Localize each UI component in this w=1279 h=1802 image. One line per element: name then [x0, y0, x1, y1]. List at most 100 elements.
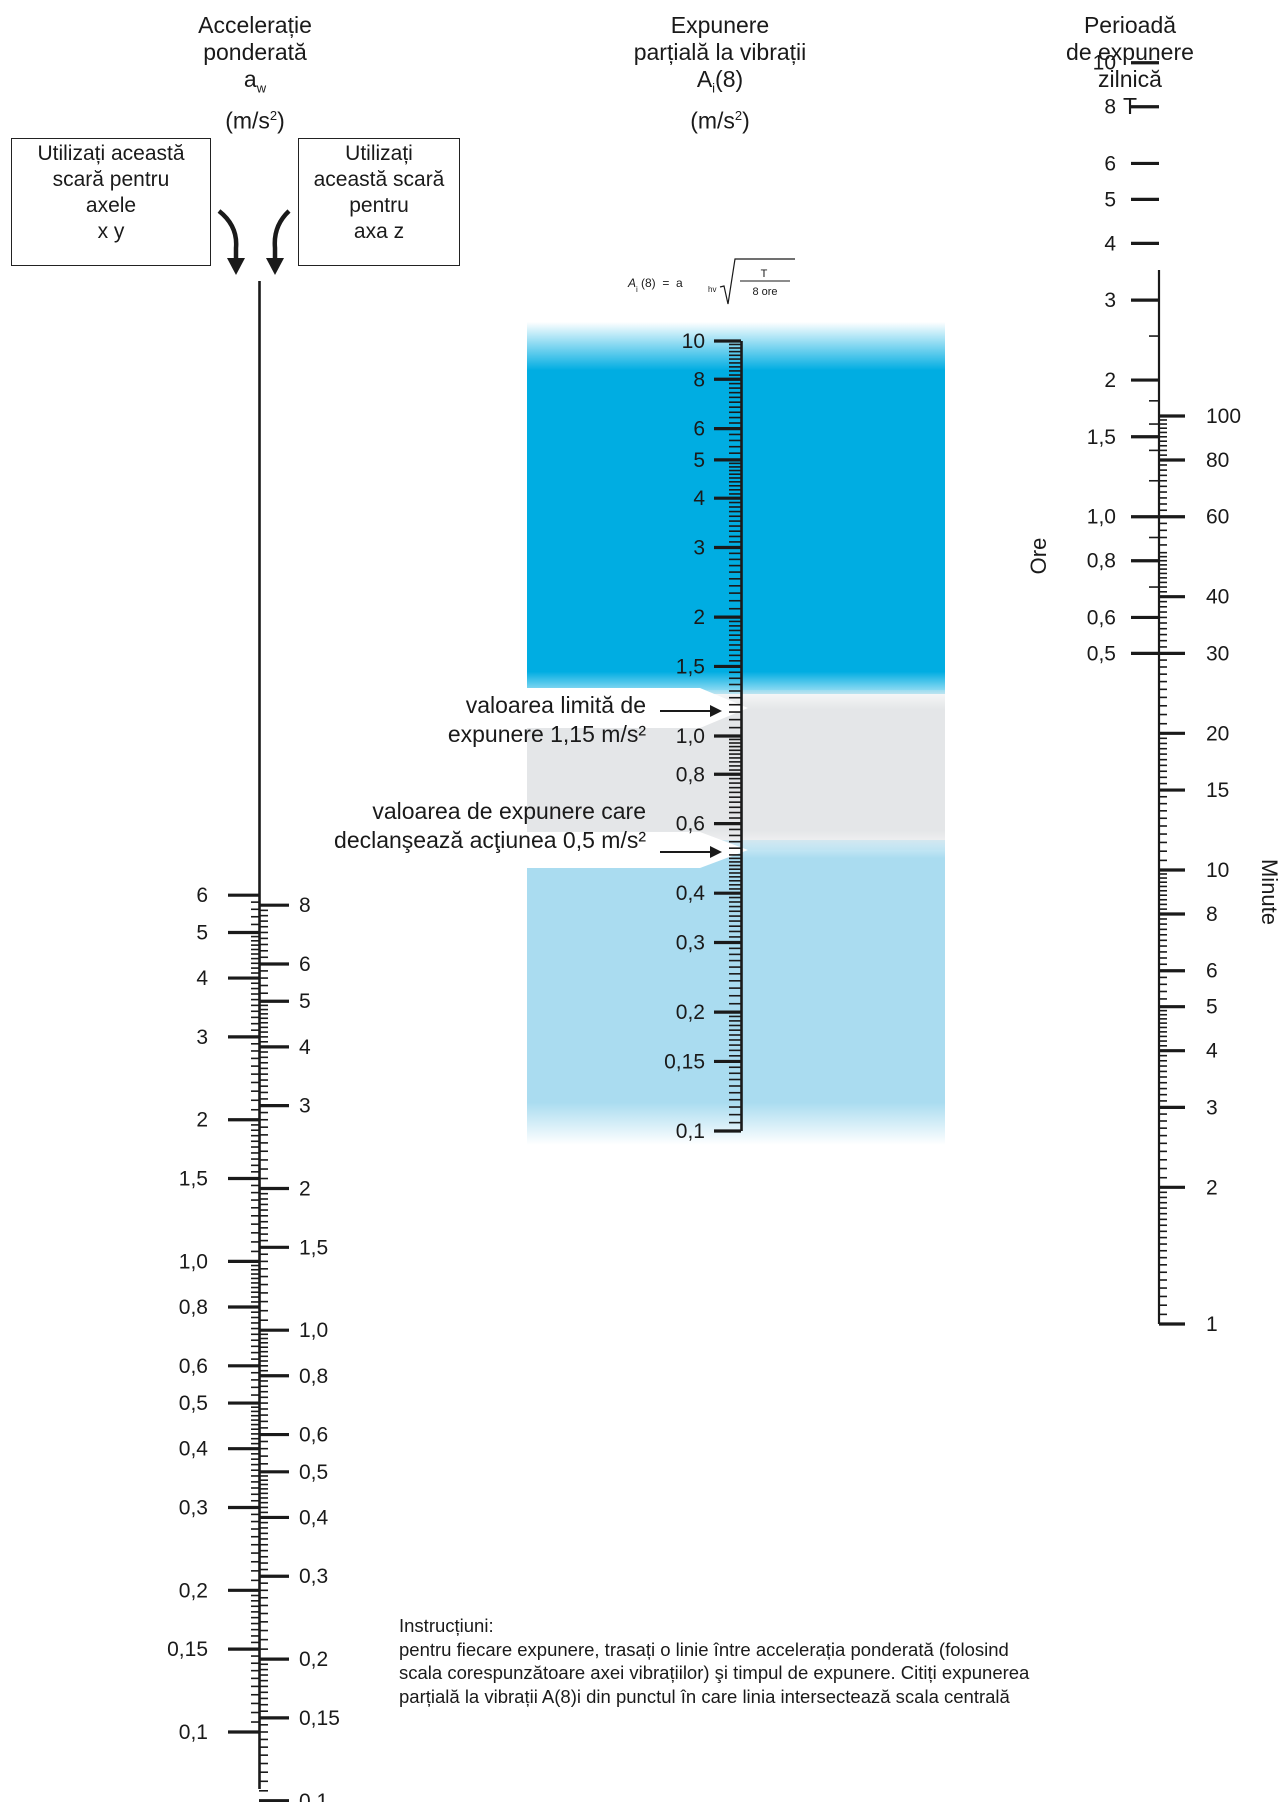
- minutes-tick-label: 8: [1206, 903, 1218, 926]
- z-tick-label: 6: [299, 953, 311, 976]
- left-unit: (m/s2): [225, 107, 285, 134]
- limit-line-2: expunere 1,15 m/s²: [447, 721, 646, 747]
- a8-tick-label: 0,1: [676, 1120, 705, 1143]
- hours-tick-label: 0,6: [1087, 606, 1116, 629]
- xy-tick-label: 3: [196, 1026, 208, 1049]
- action-line-1: valoarea de expunere care: [372, 798, 646, 824]
- formula-num: T: [761, 268, 768, 280]
- xy-tick-label: 0,15: [167, 1638, 208, 1661]
- middle-unit: (m/s2): [690, 107, 750, 134]
- left-title-line-1: Accelerație: [198, 12, 312, 38]
- a8-tick-label: 4: [693, 487, 705, 510]
- right-scale-header: Perioadă de expunere zilnică T: [1030, 12, 1230, 120]
- z-box-arrowhead: [266, 258, 284, 275]
- limit-arrowhead: [710, 705, 722, 717]
- xy-tick-label: 4: [196, 967, 208, 990]
- hours-label: Ore: [1026, 538, 1051, 575]
- a8-tick-label: 0,6: [676, 813, 705, 836]
- right-title-line-3: zilnică: [1098, 66, 1162, 92]
- a8-tick-label: 6: [693, 418, 705, 441]
- xy-tick-label: 0,2: [179, 1579, 208, 1602]
- z-tick-label: 8: [299, 894, 311, 917]
- tick-labels: 654321,51,00,80,60,50,40,30,20,150,18654…: [167, 52, 1241, 1802]
- z-tick-label: 1,0: [299, 1319, 328, 1342]
- z-axis-box: Utilizați această scară pentru axa z: [298, 138, 460, 266]
- action-arrow-band: [420, 832, 748, 868]
- z-tick-label: 4: [299, 1036, 311, 1059]
- minutes-tick-label: 1: [1206, 1313, 1218, 1336]
- hours-tick-label: 5: [1104, 188, 1116, 211]
- minutes-tick-label: 40: [1206, 586, 1229, 609]
- z-box-line-4: axa z: [353, 220, 405, 243]
- minutes-tick-label: 5: [1206, 996, 1218, 1019]
- left-symbol: aw: [243, 66, 267, 96]
- middle-scale-header: Expunere parțială la vibrații Ai(8) (m/s…: [590, 12, 850, 134]
- a8-tick-label: 5: [693, 449, 705, 472]
- z-tick-label: 0,4: [299, 1506, 329, 1529]
- xy-tick-label: 0,4: [179, 1438, 209, 1461]
- a8-tick-label: 3: [693, 537, 705, 560]
- tick-marks: [228, 61, 1185, 1802]
- z-box-line-1: Utilizați: [345, 142, 413, 165]
- xy-tick-label: 5: [196, 921, 208, 944]
- instructions-line-3: parțială la vibrații A(8)i din punctul î…: [399, 1685, 1010, 1707]
- hours-tick-label: 2: [1104, 369, 1116, 392]
- limit-value-annotation: valoarea limită de expunere 1,15 m/s²: [448, 691, 646, 749]
- hours-tick-label: 1,5: [1087, 426, 1116, 449]
- a8-tick-label: 1,5: [676, 655, 705, 678]
- z-tick-label: 0,8: [299, 1365, 328, 1388]
- xy-box-line-2: scară pentru: [52, 168, 170, 191]
- instructions-title: Instrucțiuni:: [399, 1615, 494, 1636]
- left-title-line-2: ponderată: [203, 39, 307, 65]
- minutes-tick-label: 20: [1206, 722, 1229, 745]
- hours-tick-label: 6: [1104, 152, 1116, 175]
- xy-box-line-3: axele: [85, 194, 137, 217]
- limit-line-1: valoarea limită de: [465, 692, 646, 718]
- hours-tick-label: 3: [1104, 289, 1116, 312]
- z-box-line-3: pentru: [349, 194, 409, 217]
- minutes-tick-label: 30: [1206, 642, 1229, 665]
- hours-tick-label: 0,8: [1087, 550, 1116, 573]
- right-title-line-4: T: [1122, 93, 1138, 119]
- instructions-line-1: pentru fiecare expunere, trasați o linie…: [399, 1638, 1009, 1660]
- formula-lhs: A: [627, 276, 636, 290]
- hours-tick-label: 8: [1104, 96, 1116, 119]
- right-title-line-2: de expunere: [1066, 39, 1194, 65]
- hours-tick-label: 4: [1104, 232, 1116, 255]
- minutes-tick-label: 2: [1206, 1176, 1218, 1199]
- left-scale-header: Accelerație ponderată aw (m/s2): [115, 12, 395, 134]
- xy-tick-label: 2: [196, 1109, 208, 1132]
- z-tick-label: 5: [299, 990, 311, 1013]
- minutes-tick-label: 10: [1206, 859, 1229, 882]
- formula-lhs-tail: (8) = a: [641, 276, 683, 290]
- middle-title-line-1: Expunere: [670, 12, 770, 38]
- xy-axes-box: Utilizați această scară pentru axele x y: [11, 138, 211, 266]
- z-tick-label: 0,3: [299, 1565, 328, 1588]
- hours-tick-label: 10: [1093, 52, 1116, 75]
- xy-tick-label: 0,6: [179, 1355, 208, 1378]
- a8-tick-label: 0,8: [676, 763, 705, 786]
- xy-tick-label: 1,5: [179, 1168, 208, 1191]
- a8-tick-label: 0,2: [676, 1001, 705, 1024]
- z-tick-label: 0,6: [299, 1424, 328, 1447]
- z-tick-label: 0,1: [299, 1790, 328, 1802]
- action-arrowhead: [710, 846, 722, 858]
- low-exposure-band: [527, 840, 945, 1145]
- xy-box-arrow: [217, 209, 239, 262]
- z-box-arrow: [272, 209, 291, 262]
- right-title-line-1: Perioadă: [1083, 12, 1177, 38]
- minutes-tick-label: 6: [1206, 960, 1218, 983]
- xy-tick-label: 1,0: [179, 1250, 208, 1273]
- a8-tick-label: 10: [682, 330, 705, 353]
- a8-tick-label: 0,15: [664, 1050, 705, 1073]
- action-line-2: declanşează acţiunea 0,5 m/s²: [334, 827, 646, 853]
- formula-rhs-sub: hv: [708, 285, 716, 294]
- z-tick-label: 0,2: [299, 1648, 328, 1671]
- a8-tick-label: 1,0: [676, 725, 705, 748]
- z-tick-label: 0,15: [299, 1707, 340, 1730]
- formula-den: 8 ore: [752, 286, 777, 298]
- xy-tick-label: 6: [196, 884, 208, 907]
- z-tick-label: 1,5: [299, 1236, 328, 1259]
- z-tick-label: 0,5: [299, 1461, 328, 1484]
